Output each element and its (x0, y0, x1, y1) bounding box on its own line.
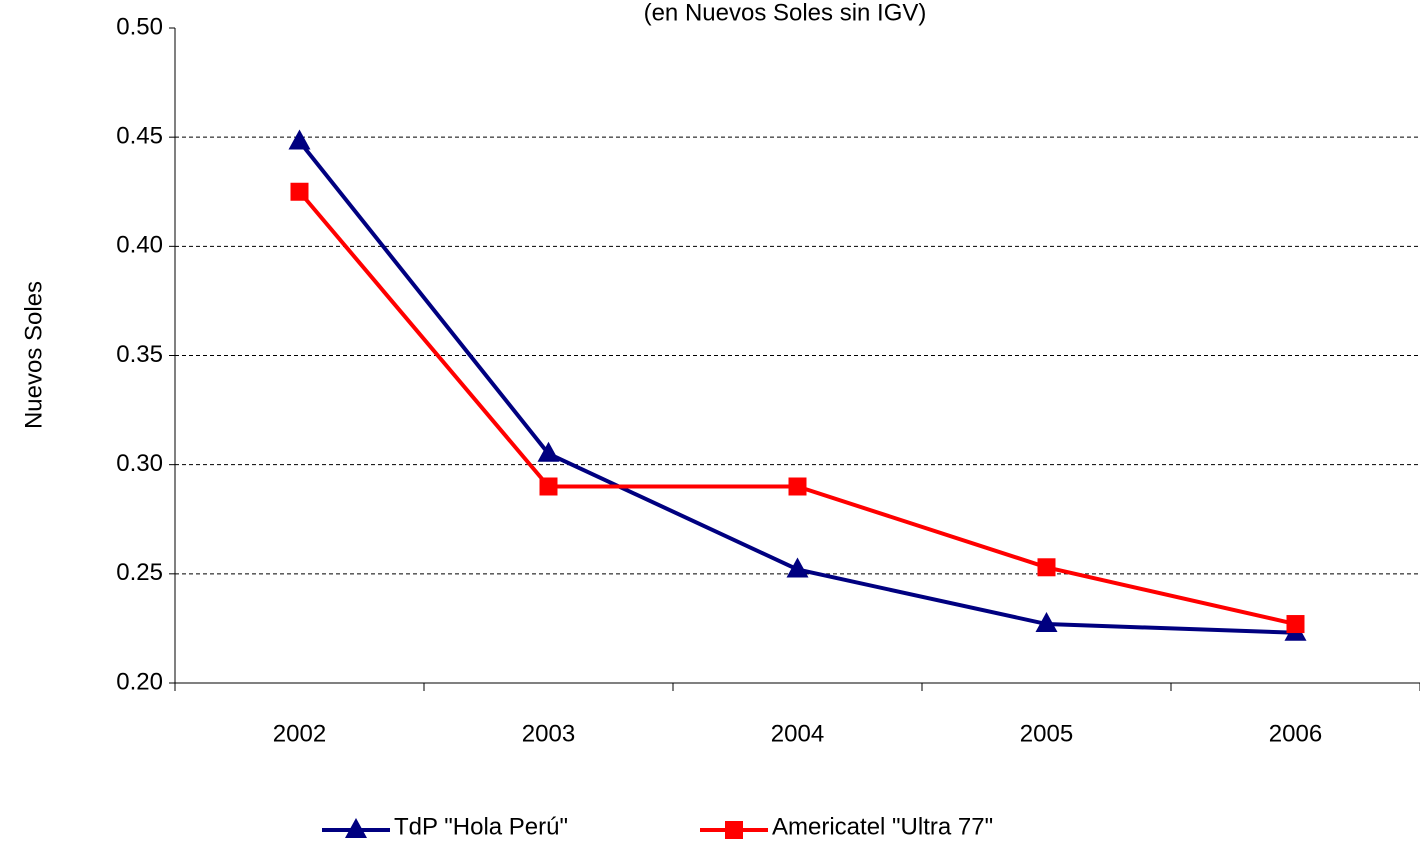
y-tick-label: 0.35 (116, 341, 163, 368)
marker (537, 441, 560, 462)
x-tick-label: 2004 (771, 720, 824, 747)
x-tick-label: 2003 (522, 720, 575, 747)
y-axis-label: Nuevos Soles (20, 281, 47, 429)
x-tick-label: 2006 (1269, 720, 1322, 747)
marker (539, 477, 558, 496)
y-tick-label: 0.50 (116, 13, 163, 40)
x-tick-label: 2002 (273, 720, 326, 747)
marker (725, 821, 743, 839)
y-tick-label: 0.30 (116, 450, 163, 477)
y-tick-label: 0.25 (116, 559, 163, 586)
y-tick-label: 0.45 (116, 123, 163, 150)
marker (788, 477, 807, 496)
marker (288, 129, 311, 150)
marker (1286, 615, 1305, 634)
marker (1037, 558, 1056, 577)
legend-label: TdP "Hola Perú" (394, 813, 568, 840)
marker (786, 557, 809, 578)
legend-label: Americatel "Ultra 77" (772, 813, 993, 840)
marker (290, 182, 309, 201)
y-tick-label: 0.20 (116, 668, 163, 695)
chart-subtitle: (en Nuevos Soles sin IGV) (644, 0, 927, 26)
marker (345, 818, 367, 838)
x-tick-label: 2005 (1020, 720, 1073, 747)
marker (1035, 612, 1058, 633)
y-tick-label: 0.40 (116, 232, 163, 259)
